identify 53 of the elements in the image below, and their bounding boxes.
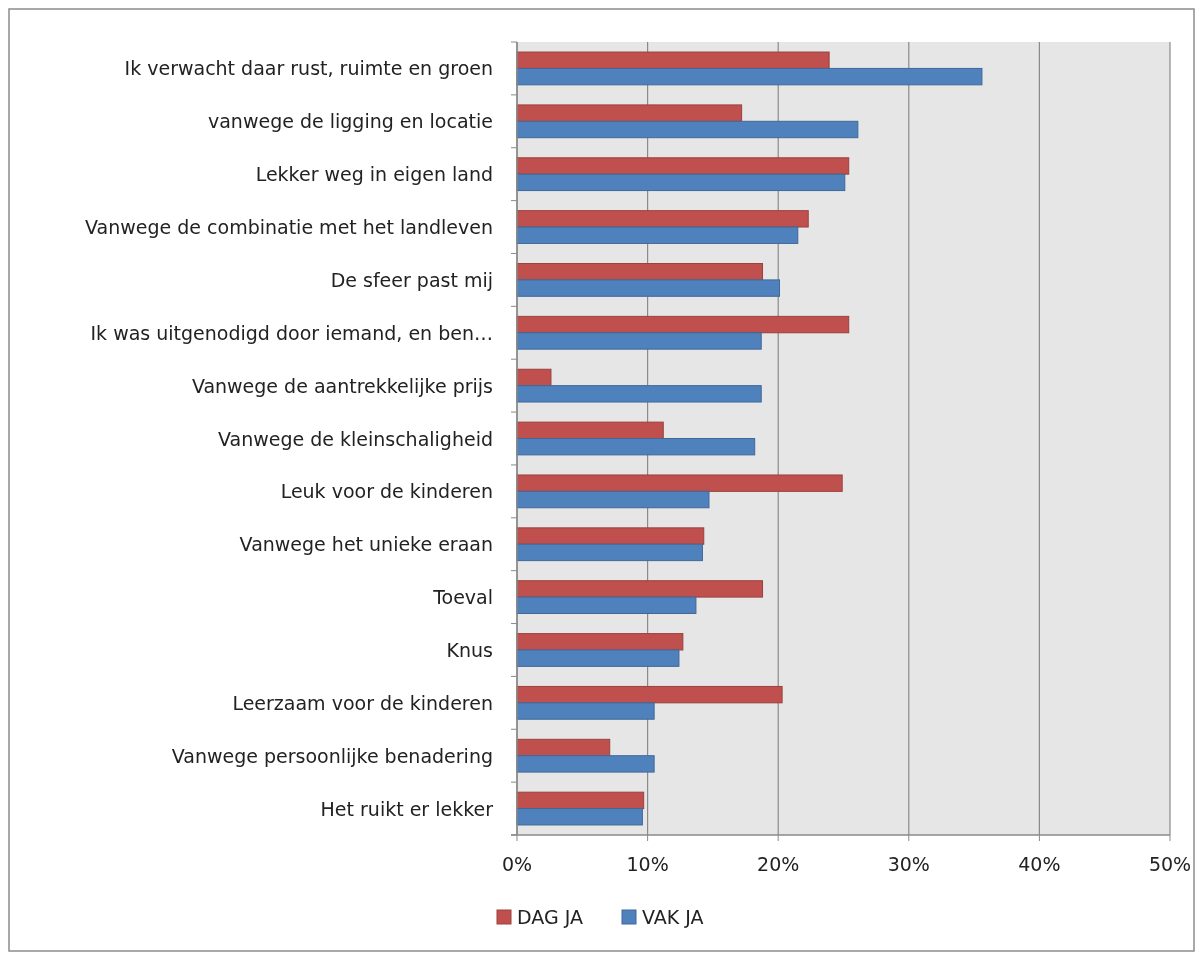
bar [516, 263, 764, 281]
y-tick-label: Vanwege de kleinschaligheid [217, 427, 493, 450]
bar [516, 755, 655, 773]
bar [516, 315, 850, 334]
bar [516, 173, 846, 192]
legend-label: DAG JA [517, 906, 583, 928]
y-tick-label: Leuk voor de kinderen [280, 480, 493, 503]
bar [516, 120, 859, 139]
bar [516, 738, 611, 757]
bar [516, 226, 799, 244]
bar [516, 51, 830, 69]
bar [516, 543, 703, 562]
bar [516, 808, 643, 826]
bar [516, 421, 664, 439]
x-tick-label: 30% [887, 853, 930, 875]
bar [516, 649, 680, 667]
y-tick-label: De sfeer past mij [330, 268, 493, 291]
y-tick-label: Vanwege de aantrekkelijke prijs [191, 374, 493, 397]
bar [516, 368, 552, 387]
bar [516, 279, 781, 297]
y-tick-label: Lekker weg in eigen land [255, 163, 493, 186]
legend-label: VAK JA [642, 906, 704, 928]
bar [516, 596, 697, 614]
bar [516, 67, 983, 86]
bar [516, 104, 743, 122]
bar [516, 332, 762, 350]
y-tick-label: Vanwege het unieke eraan [239, 533, 493, 556]
y-tick-label: Ik was uitgenodigd door iemand, en ben… [90, 321, 493, 344]
x-tick-label: 20% [757, 853, 800, 875]
y-tick-label: Knus [446, 638, 493, 661]
bar [516, 490, 710, 509]
x-tick-label: 10% [626, 853, 669, 875]
y-tick-label: Het ruikt er lekker [320, 797, 494, 820]
bar [516, 474, 843, 492]
x-tick-label: 0% [501, 853, 533, 875]
bar [516, 385, 762, 403]
bar [516, 702, 655, 720]
bar [516, 527, 705, 545]
y-tick-label: Toeval [432, 586, 493, 609]
y-tick-label: Leerzaam voor de kinderen [232, 691, 493, 714]
bar [516, 157, 850, 175]
y-tick-label: Vanwege de combinatie met het landleven [85, 216, 493, 239]
x-tick-label: 40% [1018, 853, 1061, 875]
bar [516, 633, 684, 651]
y-tick-label: Ik verwacht daar rust, ruimte en groen [124, 57, 493, 80]
bar [516, 438, 756, 456]
bar [516, 685, 783, 704]
bar [516, 580, 764, 598]
bar [516, 791, 645, 810]
x-tick-label: 50% [1148, 853, 1192, 875]
bar [516, 210, 809, 228]
y-tick-label: vanwege de ligging en locatie [207, 110, 493, 133]
y-tick-label: Vanwege persoonlijke benadering [171, 744, 493, 767]
